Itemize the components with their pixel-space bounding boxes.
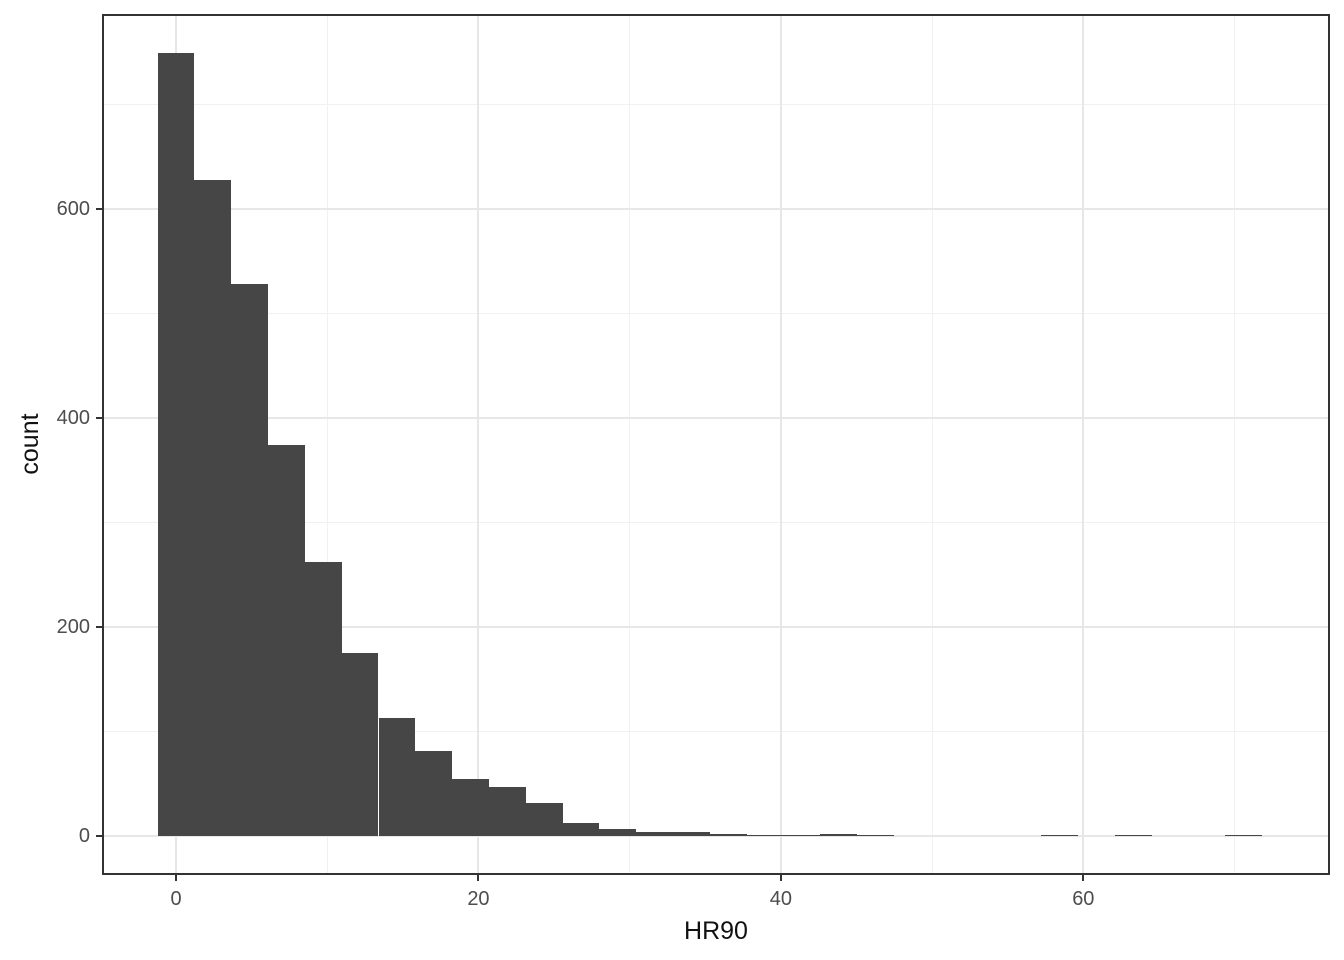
x-tick-label: 60 bbox=[1072, 888, 1095, 910]
x-axis-title: HR90 bbox=[684, 917, 748, 945]
histogram-bar bbox=[1041, 834, 1078, 836]
histogram-bar bbox=[488, 786, 526, 836]
major-gridline-x bbox=[1082, 16, 1085, 873]
histogram-bar bbox=[636, 831, 674, 836]
histogram-bar bbox=[341, 653, 379, 836]
major-gridline-x bbox=[477, 16, 480, 873]
histogram-bar bbox=[746, 834, 784, 836]
y-axis-tick bbox=[96, 207, 102, 210]
histogram-bar bbox=[1114, 834, 1152, 836]
histogram-bar bbox=[599, 828, 637, 836]
histogram-bar bbox=[820, 833, 858, 836]
histogram-bar bbox=[157, 53, 195, 836]
major-gridline-y bbox=[104, 625, 1328, 628]
histogram-bar bbox=[525, 802, 563, 836]
y-axis-tick bbox=[96, 625, 102, 628]
y-tick-label: 600 bbox=[56, 197, 90, 220]
major-gridline-y bbox=[104, 207, 1328, 210]
plot-panel bbox=[102, 14, 1330, 875]
y-tick-label: 0 bbox=[78, 825, 90, 847]
x-tick-label: 0 bbox=[170, 888, 182, 910]
minor-gridline-y bbox=[104, 730, 1328, 732]
y-tick-label: 400 bbox=[56, 406, 90, 429]
histogram-bar bbox=[562, 823, 600, 836]
x-axis-tick bbox=[1082, 875, 1085, 881]
histogram-bar bbox=[231, 284, 269, 836]
histogram-bar bbox=[415, 751, 453, 836]
histogram-bar bbox=[709, 833, 747, 836]
histogram-bar bbox=[783, 834, 821, 836]
major-gridline-x bbox=[779, 16, 782, 873]
minor-gridline-x bbox=[1234, 16, 1236, 873]
minor-gridline-x bbox=[629, 16, 631, 873]
minor-gridline-x bbox=[931, 16, 933, 873]
histogram-bar bbox=[857, 834, 894, 836]
x-axis-tick bbox=[175, 875, 177, 881]
histogram-bar bbox=[452, 778, 489, 836]
histogram-bar bbox=[304, 562, 342, 836]
x-tick-label: 40 bbox=[769, 888, 792, 910]
histogram-bar bbox=[378, 717, 416, 836]
minor-gridline-y bbox=[104, 103, 1328, 105]
y-axis-title: count bbox=[16, 413, 44, 475]
y-axis-tick bbox=[96, 835, 102, 837]
x-axis-tick bbox=[477, 875, 480, 881]
major-gridline-y bbox=[104, 835, 1328, 837]
histogram-bar bbox=[267, 445, 305, 836]
histogram-bar bbox=[194, 179, 232, 836]
y-axis-tick bbox=[96, 416, 102, 419]
major-gridline-y bbox=[104, 416, 1328, 419]
x-tick-label: 20 bbox=[467, 888, 490, 910]
minor-gridline-y bbox=[104, 521, 1328, 523]
histogram-bar bbox=[672, 831, 710, 836]
y-tick-label: 200 bbox=[56, 615, 90, 638]
minor-gridline-x bbox=[326, 16, 328, 873]
minor-gridline-y bbox=[104, 312, 1328, 314]
x-axis-tick bbox=[779, 875, 782, 881]
histogram-bar bbox=[1225, 834, 1263, 836]
